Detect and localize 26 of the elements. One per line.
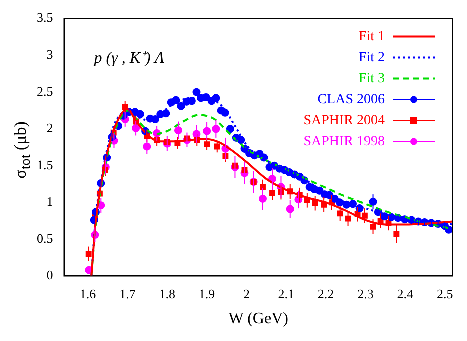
- y-tick-label: 0: [46, 268, 54, 283]
- x-tick-label: 1.9: [198, 286, 216, 302]
- legend-label: Fit 2: [358, 50, 385, 66]
- y-tick-label: 2.5: [37, 84, 54, 99]
- x-tick-label: 2.3: [358, 286, 374, 302]
- y-tick-label: 2: [46, 120, 54, 136]
- annotation: p (γ , K⁺) Λ: [93, 50, 165, 68]
- x-tick-label: 2.2: [318, 286, 334, 302]
- y-tick-label: 1: [46, 194, 54, 210]
- x-tick-label: 2.1: [278, 286, 295, 302]
- x-tick-label: 2.5: [436, 286, 454, 302]
- y-tick-label: 0.5: [37, 230, 54, 246]
- legend-label: Fit 3: [358, 71, 385, 86]
- y-tick-label: 3.5: [37, 10, 54, 26]
- x-tick-label: 1.6: [80, 286, 97, 302]
- x-tick-label: 2.4: [397, 286, 414, 302]
- y-tick-label: 3: [46, 46, 54, 62]
- x-tick-label: 1.7: [120, 286, 136, 302]
- y-tick-label: 1.5: [37, 157, 54, 172]
- legend-label: SAPHIR 1998: [304, 134, 385, 150]
- x-axis-title: W (GeV): [228, 310, 288, 328]
- x-tick-label: 2: [243, 286, 250, 302]
- x-tick-label: 1.8: [159, 286, 176, 302]
- legend-label: SAPHIR 2004: [304, 113, 385, 128]
- legend-label: Fit 1: [358, 29, 385, 44]
- legend-label: CLAS 2006: [318, 92, 385, 108]
